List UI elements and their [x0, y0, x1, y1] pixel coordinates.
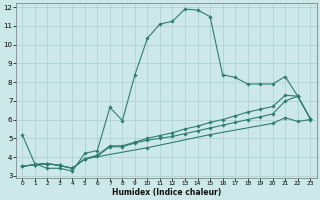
X-axis label: Humidex (Indice chaleur): Humidex (Indice chaleur) [112, 188, 221, 197]
